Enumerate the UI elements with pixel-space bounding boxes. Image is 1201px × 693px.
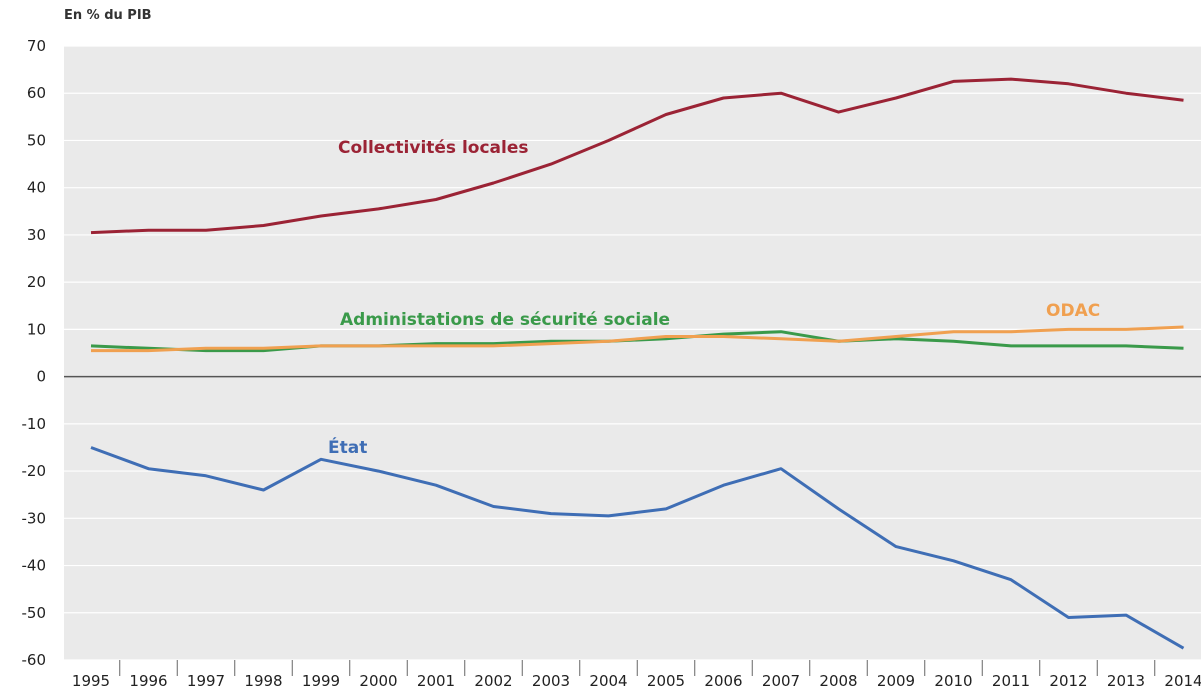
- y-tick-label: -20: [22, 462, 47, 480]
- x-tick-label: 2003: [532, 672, 570, 690]
- series-line: [90, 446, 1185, 650]
- y-tick-label: 40: [27, 179, 46, 197]
- y-unit-label: En % du PIB: [64, 8, 152, 23]
- y-tick-label: -10: [22, 415, 47, 433]
- y-tick-label: -50: [22, 604, 47, 622]
- series-line: [90, 77, 1184, 235]
- y-tick-label: 10: [27, 320, 46, 338]
- x-tick-label: 2007: [762, 672, 800, 690]
- x-axis: 1995 1996 1997 1998 1999 2000 2001 2002 2003 2004…: [72, 660, 1201, 690]
- x-tick-label: 2001: [417, 672, 455, 690]
- y-tick-label: 20: [27, 273, 46, 291]
- x-tick-label: 2002: [474, 672, 512, 690]
- y-tick-label: 60: [27, 84, 46, 102]
- series-label: Administations de sécurité sociale: [340, 310, 670, 330]
- y-tick-label: -60: [22, 651, 47, 669]
- x-tick-label: 2010: [934, 672, 972, 690]
- series-label: État: [328, 436, 367, 458]
- x-tick-label: 2013: [1107, 672, 1145, 690]
- grid: [64, 45, 1201, 661]
- y-axis: 70 60 50 40 30 20 10 0 -10 -20 -30 -40 -50 -60: [22, 37, 47, 669]
- x-tick-label: 1999: [302, 672, 340, 690]
- series-label: ODAC: [1046, 301, 1100, 321]
- y-tick-label: 30: [27, 226, 46, 244]
- x-tick-label: 2006: [704, 672, 742, 690]
- x-tick-label: 1996: [129, 672, 167, 690]
- x-tick-label: 1995: [72, 672, 110, 690]
- y-tick-label: -40: [22, 557, 47, 575]
- y-tick-label: 70: [27, 37, 46, 55]
- series-labels: Collectivités locales Administations de s…: [328, 138, 1100, 458]
- y-tick-label: -30: [22, 509, 47, 527]
- x-tick-label: 1997: [187, 672, 225, 690]
- x-tick-label: 2008: [819, 672, 857, 690]
- series-label: Collectivités locales: [338, 138, 529, 158]
- x-tick-label: 2000: [359, 672, 397, 690]
- x-tick-label: 2004: [589, 672, 627, 690]
- y-tick-label: 0: [36, 368, 46, 386]
- series-lines: [90, 77, 1185, 650]
- x-tick-label: 2005: [647, 672, 685, 690]
- x-tick-label: 2009: [877, 672, 915, 690]
- x-tick-label: 1998: [244, 672, 282, 690]
- x-tick-label: 2014: [1164, 672, 1201, 690]
- series-line: [91, 325, 1184, 353]
- y-tick-label: 50: [27, 131, 46, 149]
- x-tick-label: 2012: [1049, 672, 1087, 690]
- x-tick-label: 2011: [992, 672, 1030, 690]
- plot-background: [64, 46, 1201, 660]
